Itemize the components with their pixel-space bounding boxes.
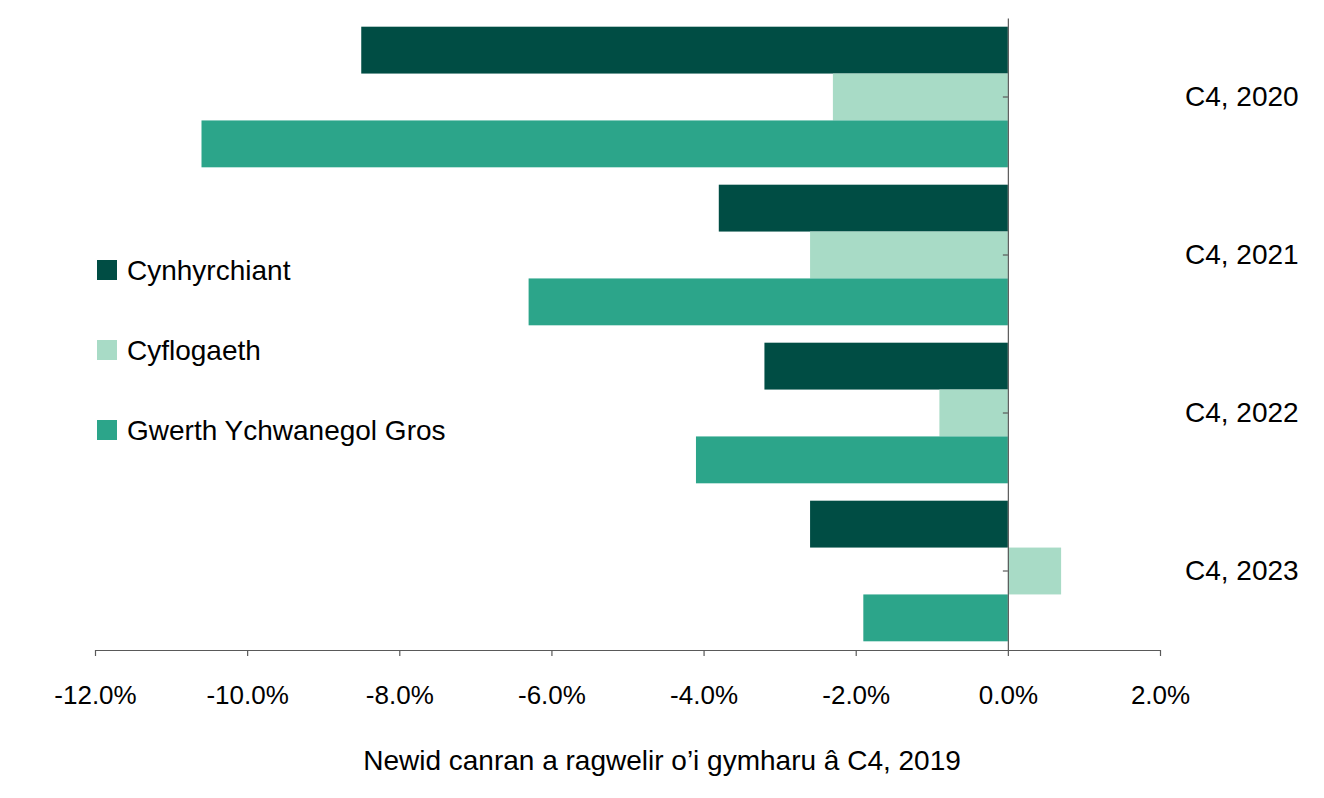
y-tick-mark [1003, 254, 1008, 255]
x-tick-mark [856, 650, 857, 656]
plot: -12.0% -10.0% -8.0% -6.0% -4.0% -2.0% 0.0% 2.0%… [54, 19, 1298, 711]
x-tick: -10.0% [206, 650, 288, 710]
x-tick: -4.0% [670, 650, 738, 710]
y-tick [1003, 255, 1008, 256]
bar [529, 278, 1008, 325]
x-tick: -2.0% [822, 650, 890, 710]
y-tick-label: C4, 2023 [1185, 555, 1299, 586]
legend: Cynhyrchiant Cyflogaeth Gwerth Ychwanegol … [97, 255, 446, 446]
legend-item: Cynhyrchiant [97, 255, 291, 286]
x-axis-line [96, 650, 1161, 651]
bar [833, 74, 1008, 121]
x-tick-mark [399, 650, 400, 656]
bar [696, 436, 1008, 483]
bar [863, 594, 1008, 641]
y-tick [1003, 97, 1008, 98]
legend-label: Gwerth Ychwanegol Gros [127, 415, 446, 446]
x-tick-label: -6.0% [518, 680, 586, 710]
x-tick-mark [247, 650, 248, 656]
chart: -12.0% -10.0% -8.0% -6.0% -4.0% -2.0% 0.0% 2.0%… [0, 0, 1324, 798]
bar [810, 501, 1008, 548]
legend-swatch [97, 420, 117, 440]
bar [810, 232, 1008, 279]
y-tick-label: C4, 2022 [1185, 397, 1299, 428]
y-tick: C4, 2020 [1185, 81, 1299, 112]
legend-label: Cynhyrchiant [127, 255, 291, 286]
bar [361, 27, 1008, 74]
y-tick-mark [1003, 412, 1008, 413]
x-tick-mark [1008, 650, 1009, 656]
x-tick-label: -4.0% [670, 680, 738, 710]
bar [764, 343, 1007, 390]
x-tick-mark [1160, 650, 1161, 656]
x-axis: -12.0% -10.0% -8.0% -6.0% -4.0% -2.0% 0.0% 2.0% [54, 650, 1190, 710]
x-tick-label: 2.0% [1131, 680, 1190, 710]
y-axis [1003, 19, 1009, 651]
legend-label: Cyflogaeth [127, 335, 261, 366]
y-tick-label: C4, 2021 [1185, 239, 1299, 270]
legend-item: Gwerth Ychwanegol Gros [97, 415, 446, 446]
bar [939, 390, 1007, 437]
x-tick-label: -8.0% [366, 680, 434, 710]
bars [202, 27, 1062, 642]
x-tick-mark [703, 650, 704, 656]
legend-item: Cyflogaeth [97, 335, 261, 366]
x-tick: -8.0% [366, 650, 434, 710]
y-tick: C4, 2021 [1185, 239, 1299, 270]
y-tick: C4, 2022 [1185, 397, 1299, 428]
y-tick-mark [1003, 570, 1008, 571]
y-labels: C4, 2020 C4, 2021 C4, 2022 C4, 2023 [1185, 81, 1299, 586]
y-tick [1003, 413, 1008, 414]
y-tick-label: C4, 2020 [1185, 81, 1299, 112]
x-tick-label: -12.0% [54, 680, 136, 710]
x-tick: -6.0% [518, 650, 586, 710]
x-tick-mark [95, 650, 96, 656]
bar [202, 120, 1008, 167]
y-tick [1003, 571, 1008, 572]
legend-swatch [97, 340, 117, 360]
bar [719, 185, 1008, 232]
x-tick: 2.0% [1131, 650, 1190, 710]
x-axis-title: Newid canran a ragwelir o’i gymharu â C4… [363, 745, 961, 776]
x-tick-label: -10.0% [206, 680, 288, 710]
y-axis-line [1008, 19, 1009, 651]
bar [1008, 548, 1061, 595]
y-tick: C4, 2023 [1185, 555, 1299, 586]
x-tick-label: -2.0% [822, 680, 890, 710]
x-tick-label: 0.0% [979, 680, 1038, 710]
x-tick-mark [551, 650, 552, 656]
x-tick: -12.0% [54, 650, 136, 710]
y-tick-mark [1003, 96, 1008, 97]
x-tick: 0.0% [979, 650, 1038, 710]
legend-swatch [97, 260, 117, 280]
